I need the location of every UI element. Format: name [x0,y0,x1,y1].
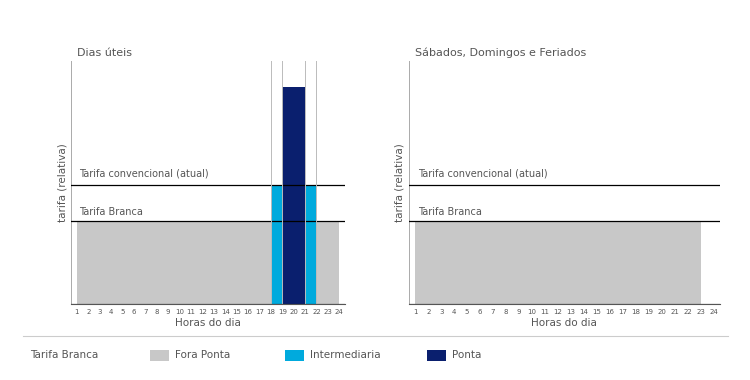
Y-axis label: tarifa (relativa): tarifa (relativa) [394,143,404,222]
Text: Fora Ponta: Fora Ponta [175,350,230,360]
Text: Ponta: Ponta [452,350,482,360]
X-axis label: Horas do dia: Horas do dia [176,318,241,328]
Text: Tarifa convencional (atual): Tarifa convencional (atual) [80,168,209,179]
Text: Tarifa Branca: Tarifa Branca [30,350,98,360]
Text: Tarifa Branca: Tarifa Branca [418,207,482,217]
X-axis label: Horas do dia: Horas do dia [532,318,597,328]
Text: Tarifa convencional (atual): Tarifa convencional (atual) [418,168,548,179]
Text: Intermediaria: Intermediaria [310,350,380,360]
Text: Dias úteis: Dias úteis [76,48,132,59]
Text: Sábados, Domingos e Feriados: Sábados, Domingos e Feriados [415,48,586,59]
Text: Tarifa Branca: Tarifa Branca [80,207,143,217]
Y-axis label: tarifa (relativa): tarifa (relativa) [57,143,67,222]
